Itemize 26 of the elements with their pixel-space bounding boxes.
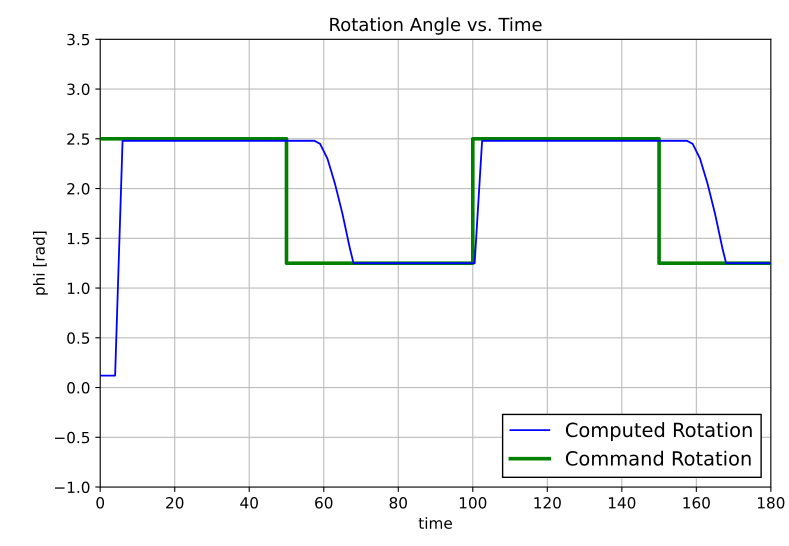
y-tick-label: −1.0 <box>55 481 90 494</box>
y-tick-label: 2.5 <box>67 133 90 145</box>
legend-label: Computed Rotation <box>566 422 752 441</box>
x-tick-label: 120 <box>534 497 561 509</box>
y-tick-label: 0.5 <box>67 332 90 344</box>
y-axis-title: phi [rad] <box>33 232 48 295</box>
x-tick-label: 40 <box>240 497 258 509</box>
x-tick-label: 0 <box>96 497 104 509</box>
y-tick-label: 2.0 <box>67 183 90 195</box>
y-tick-label: 1.0 <box>68 282 90 294</box>
x-tick-label: 100 <box>460 497 486 509</box>
x-tick-label: 80 <box>390 497 407 509</box>
chart-title: Rotation Angle vs. Time <box>330 17 542 35</box>
y-tick-label: 3.0 <box>67 84 90 96</box>
legend-label: Command Rotation <box>566 450 751 466</box>
x-tick-label: 160 <box>683 497 710 509</box>
y-tick-label: 3.5 <box>67 34 90 46</box>
y-tick-label: 0.0 <box>67 382 90 394</box>
x-tick-label: 20 <box>166 497 184 509</box>
x-tick-label: 180 <box>758 497 784 509</box>
line-series <box>100 140 771 377</box>
x-tick-label: 140 <box>608 497 636 509</box>
y-tick-label: −0.5 <box>55 432 90 444</box>
y-tick-label: 1.5 <box>68 232 90 244</box>
x-axis-title: time <box>418 517 452 529</box>
x-tick-label: 60 <box>315 497 332 509</box>
